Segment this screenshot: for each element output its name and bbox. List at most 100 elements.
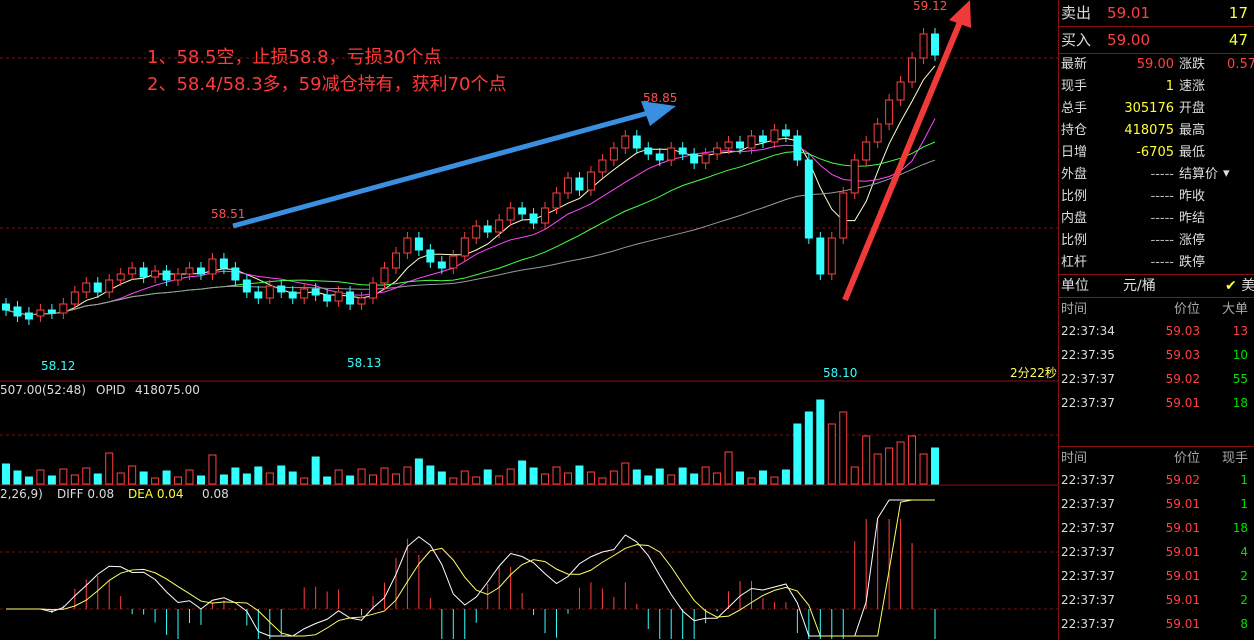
candle <box>93 282 102 293</box>
volume-bar <box>839 411 848 485</box>
volume-bar <box>185 469 194 485</box>
row-price: 59.02 <box>1165 473 1200 487</box>
row-price: 59.01 <box>1165 497 1200 511</box>
price-label-low-mid: 58.13 <box>347 356 381 370</box>
table-row[interactable]: 22:37:37 59.01 2 <box>1059 565 1254 587</box>
table-row[interactable]: 22:37:37 59.01 8 <box>1059 613 1254 635</box>
candle <box>128 267 137 275</box>
currency-flag[interactable]: ✔ 美 <box>1225 278 1254 294</box>
volume-bar <box>632 469 641 485</box>
table-header: 时间 价位 现手 <box>1059 448 1254 470</box>
volume-bar <box>254 466 263 485</box>
row-volume: 55 <box>1232 372 1248 386</box>
candle <box>334 291 343 302</box>
candle <box>667 147 676 161</box>
volume-bar <box>896 441 905 485</box>
candle <box>254 291 263 299</box>
volume-bar <box>59 468 68 485</box>
volume-bar <box>483 469 492 485</box>
volume-bar <box>908 435 917 485</box>
candle <box>541 207 550 224</box>
volume-bar <box>116 472 125 485</box>
candle <box>162 270 171 281</box>
volume-bar <box>472 476 481 485</box>
volume-bar <box>357 468 366 485</box>
volume-bar <box>391 473 400 485</box>
candle <box>586 171 595 191</box>
stat-value: 418075 <box>1124 123 1174 138</box>
stat-value: ----- <box>1150 211 1174 226</box>
candle <box>839 192 848 239</box>
candle <box>196 267 205 275</box>
volume-bar <box>460 470 469 485</box>
ma-line <box>5 159 936 316</box>
volume-bar <box>24 476 33 485</box>
stat-label: 昨结 <box>1179 211 1206 226</box>
candles-group <box>2 28 939 325</box>
candle <box>231 267 240 281</box>
stat-row: 最新 59.00 涨跌 0.57 <box>1059 54 1254 76</box>
candlestick-chart[interactable]: 58.51 58.12 58.13 58.85 58.10 59.12 1、58… <box>0 0 1058 640</box>
settlement-dropdown-icon[interactable]: ▾ <box>1223 166 1230 181</box>
table-row[interactable]: 22:37:37 59.01 18 <box>1059 517 1254 539</box>
candle <box>151 270 160 278</box>
candle <box>690 153 699 164</box>
volume-bar <box>277 465 286 485</box>
candle <box>323 294 332 302</box>
candle <box>827 237 836 275</box>
price-label-high-mid: 58.85 <box>643 91 677 105</box>
table-row[interactable]: 22:37:34 59.03 13 <box>1059 320 1254 342</box>
candle <box>793 135 802 161</box>
bid-row[interactable]: 买入 59.00 47 <box>1059 27 1254 53</box>
stat-label: 最低 <box>1179 145 1206 160</box>
stat-value: ----- <box>1150 189 1174 204</box>
volume-bar <box>174 476 183 485</box>
candle <box>919 33 928 59</box>
volume-bar <box>311 456 320 485</box>
stat-value: 0.57 <box>1227 57 1254 72</box>
table-row[interactable]: 22:37:37 59.02 55 <box>1059 368 1254 390</box>
candle <box>518 207 527 215</box>
blue-arrow-head <box>641 101 676 126</box>
row-price: 59.02 <box>1165 372 1200 386</box>
table-row[interactable]: 22:37:37 59.01 1 <box>1059 493 1254 515</box>
stat-label: 开盘 <box>1179 101 1206 116</box>
volume-bar <box>850 466 859 485</box>
table-row[interactable]: 22:37:37 59.01 18 <box>1059 392 1254 414</box>
row-time: 22:37:34 <box>1061 324 1115 338</box>
row-time: 22:37:37 <box>1061 521 1115 535</box>
candle <box>174 273 183 281</box>
table-row[interactable]: 22:37:35 59.03 10 <box>1059 344 1254 366</box>
volume-bar <box>747 477 756 485</box>
table-row[interactable]: 22:37:37 59.01 2 <box>1059 589 1254 611</box>
table-row[interactable]: 22:37:37 59.02 1 <box>1059 469 1254 491</box>
row-price: 59.01 <box>1165 521 1200 535</box>
volume-bar <box>713 472 722 485</box>
row-time: 22:37:37 <box>1061 497 1115 511</box>
candle <box>713 147 722 155</box>
volume-bar <box>873 453 882 485</box>
row-volume: 13 <box>1232 324 1248 338</box>
volume-bar <box>724 451 733 485</box>
volume-bar <box>93 473 102 485</box>
macd-line <box>6 499 935 637</box>
volume-bar <box>82 467 91 485</box>
ask-label: 卖出 <box>1061 4 1092 22</box>
candle <box>747 135 756 149</box>
candle <box>472 225 481 239</box>
ask-row[interactable]: 卖出 59.01 17 <box>1059 0 1254 26</box>
candle <box>185 267 194 275</box>
volume-bar <box>13 470 22 485</box>
candle <box>885 99 894 125</box>
volume-bar <box>678 467 687 485</box>
chart-canvas[interactable]: 58.51 58.12 58.13 58.85 58.10 59.12 1、58… <box>0 0 1058 640</box>
candle <box>288 291 297 299</box>
col-header: 时间 <box>1061 451 1088 466</box>
row-price: 59.01 <box>1165 593 1200 607</box>
candle <box>621 135 630 149</box>
row-time: 22:37:37 <box>1061 617 1115 631</box>
moving-average-lines <box>5 65 936 316</box>
table-row[interactable]: 22:37:37 59.01 4 <box>1059 541 1254 563</box>
red-trend-arrow <box>842 20 963 302</box>
stat-row: 外盘 ----- 结算价 <box>1059 164 1254 186</box>
